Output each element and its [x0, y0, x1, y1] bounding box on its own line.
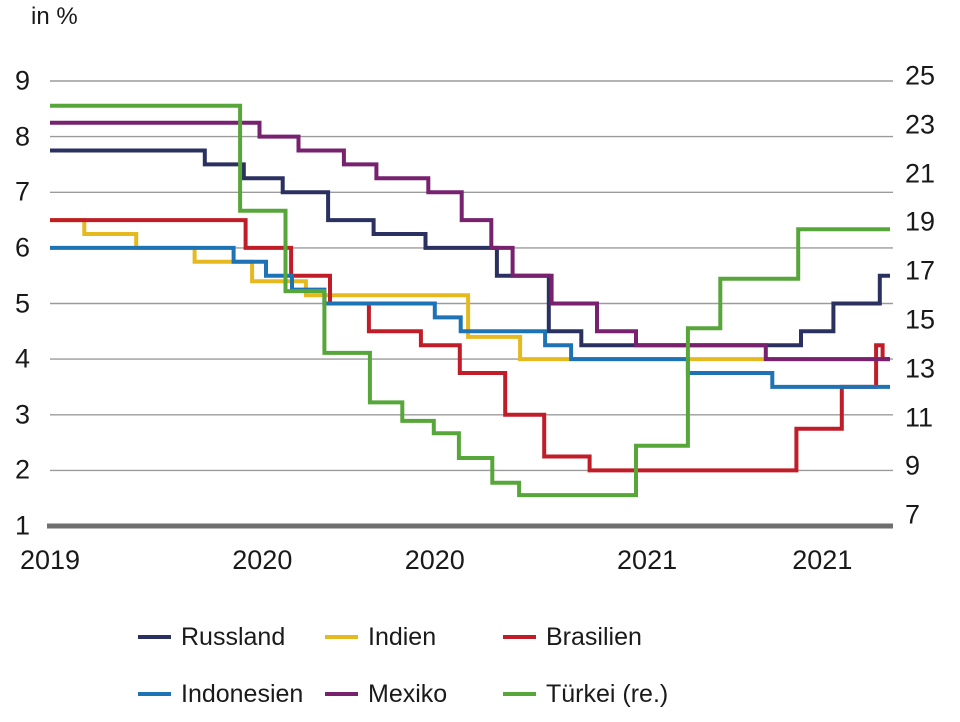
legend-item-indien: Indien	[325, 623, 436, 651]
left-axis-tick: 7	[14, 176, 30, 207]
left-axis-tick: 2	[14, 454, 30, 485]
series-line-trkei	[50, 103, 890, 498]
legend-item-mexiko: Mexiko	[325, 680, 447, 708]
x-axis-tick: 2021	[617, 545, 678, 575]
tuerkei-line-swatch	[503, 692, 536, 696]
indonesien-line-swatch	[138, 692, 171, 696]
right-axis-tick: 21	[905, 158, 936, 189]
right-axis-tick: 13	[905, 353, 936, 384]
left-axis-tick: 6	[14, 232, 30, 263]
right-axis-tick: 19	[905, 206, 936, 237]
right-axis-tick: 25	[905, 60, 936, 91]
legend-label: Indien	[368, 622, 437, 651]
legend-item-tuerkei: Türkei (re.)	[503, 680, 668, 708]
legend-label: Türkei (re.)	[546, 679, 669, 708]
legend-label: Indonesien	[181, 679, 304, 708]
mexiko-line-swatch	[325, 692, 358, 696]
left-axis-tick: 5	[14, 288, 30, 318]
right-axis-tick: 17	[905, 255, 936, 286]
brasilien-line-swatch	[503, 635, 536, 639]
series-line-mexiko	[50, 120, 890, 362]
legend-label: Mexiko	[368, 679, 448, 708]
left-axis-tick: 1	[14, 510, 30, 541]
legend-item-russland: Russland	[138, 623, 285, 651]
right-axis-tick: 11	[905, 402, 934, 433]
left-axis-tick: 4	[14, 343, 30, 374]
legend-item-indonesien: Indonesien	[138, 680, 303, 708]
left-axis-tick: 3	[14, 399, 30, 430]
x-axis-tick: 2019	[19, 545, 81, 575]
x-axis-tick: 2021	[792, 545, 853, 575]
series-line-indien	[50, 218, 890, 362]
legend-item-brasilien: Brasilien	[503, 623, 642, 651]
legend-label: Brasilien	[546, 622, 642, 651]
y-axis-unit-label: in %	[31, 3, 78, 30]
series-line-russland	[50, 148, 890, 348]
right-axis-tick: 23	[905, 109, 936, 140]
indien-line-swatch	[325, 635, 358, 639]
right-axis-tick: 7	[905, 499, 921, 530]
legend-label: Russland	[181, 622, 286, 651]
x-axis-tick: 2020	[232, 545, 293, 575]
x-axis-tick: 2020	[404, 545, 465, 575]
left-axis-tick: 9	[14, 65, 30, 96]
left-axis-tick: 8	[14, 121, 30, 152]
right-axis-tick: 9	[905, 450, 921, 481]
right-axis-tick: 15	[905, 304, 936, 335]
russland-line-swatch	[138, 635, 171, 639]
